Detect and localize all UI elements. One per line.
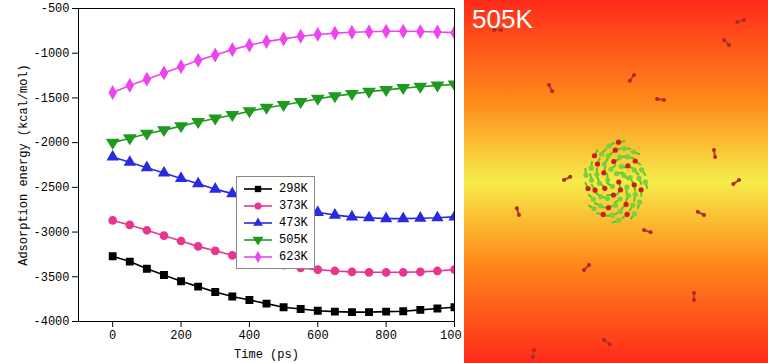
svg-text:-3500: -3500 xyxy=(33,271,69,285)
html-text:473K: 473K xyxy=(279,215,308,230)
svg-text:-1500: -1500 xyxy=(33,92,69,106)
html-text:373K: 373K xyxy=(279,198,308,213)
svg-text:400: 400 xyxy=(239,329,261,343)
svg-text:800: 800 xyxy=(375,329,397,343)
svg-text:Time (ps): Time (ps) xyxy=(234,348,299,362)
html-text:298K: 298K xyxy=(279,181,308,196)
svg-text:200: 200 xyxy=(170,329,192,343)
svg-text:-500: -500 xyxy=(41,2,70,16)
html-text:505K: 505K xyxy=(472,4,533,34)
html-text:505K: 505K xyxy=(279,232,308,247)
svg-text:600: 600 xyxy=(307,329,329,343)
svg-text:-3000: -3000 xyxy=(33,226,69,240)
html-text:623K: 623K xyxy=(279,249,308,264)
svg-text:-1000: -1000 xyxy=(33,47,69,61)
svg-text:Adsorption energy (kcal/mol): Adsorption energy (kcal/mol) xyxy=(17,64,31,266)
svg-text:-2500: -2500 xyxy=(33,181,69,195)
svg-text:-2000: -2000 xyxy=(33,136,69,150)
svg-text:1000: 1000 xyxy=(440,329,462,343)
svg-text:-4000: -4000 xyxy=(33,315,69,329)
svg-text:0: 0 xyxy=(109,329,116,343)
